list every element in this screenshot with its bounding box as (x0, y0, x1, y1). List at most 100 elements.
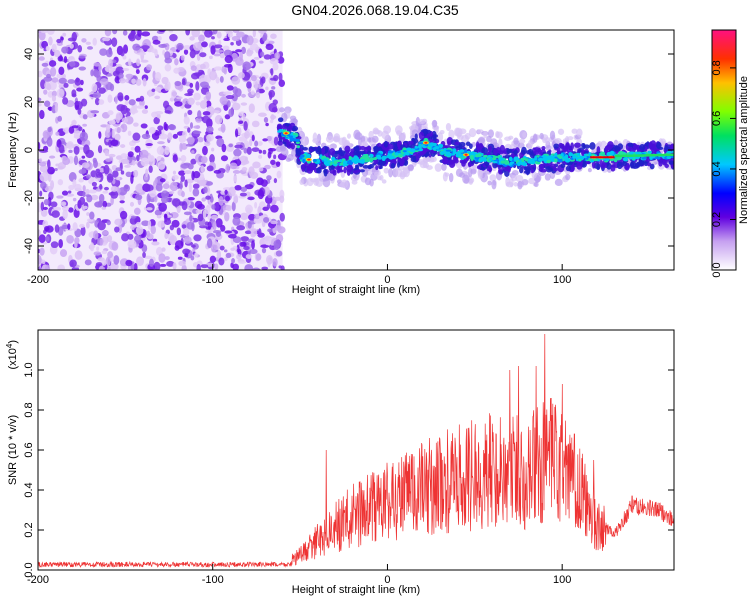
noise-blob (266, 254, 273, 265)
noise-blob (258, 167, 264, 172)
noise-blob (180, 174, 186, 182)
y-tick-label: -40 (23, 238, 35, 254)
y-tick-label: 0.4 (23, 482, 35, 497)
noise-blob (110, 139, 119, 147)
noise-blob (90, 110, 100, 114)
noise-blob (128, 99, 136, 106)
noise-blob (101, 230, 109, 235)
noise-blob (195, 209, 202, 214)
track-core (409, 148, 416, 153)
noise-blob (106, 220, 111, 226)
x-tick-label: -100 (202, 274, 224, 286)
track-band (506, 148, 513, 153)
track-core (348, 156, 352, 160)
noise-blob (267, 228, 273, 233)
noise-blob (176, 227, 182, 236)
noise-blob (56, 38, 62, 44)
noise-blob (222, 91, 232, 95)
noise-blob (114, 95, 118, 105)
track-halo (309, 178, 317, 183)
noise-blob (274, 52, 280, 60)
track-core (613, 158, 618, 163)
noise-blob (252, 161, 261, 169)
track-band (476, 165, 482, 170)
noise-blob (74, 250, 83, 260)
track-halo (353, 129, 361, 140)
noise-blob (199, 81, 209, 88)
noise-blob (97, 145, 103, 154)
noise-blob (206, 238, 213, 249)
track-core (369, 153, 374, 158)
noise-blob (278, 265, 282, 269)
noise-blob (105, 48, 113, 58)
track-core (427, 142, 433, 148)
noise-blob (232, 102, 241, 111)
noise-blob (42, 206, 48, 210)
noise-blob (39, 247, 45, 256)
noise-blob (51, 95, 57, 102)
noise-blob (78, 126, 83, 132)
noise-blob (125, 171, 132, 178)
noise-blob (159, 133, 168, 140)
noise-blob (213, 169, 222, 174)
track-halo (325, 135, 334, 143)
noise-blob (190, 65, 197, 72)
noise-blob (260, 51, 265, 57)
track-halo (468, 128, 477, 138)
noise-blob (220, 224, 226, 232)
track-core (628, 156, 634, 160)
track-halo (381, 179, 387, 184)
noise-blob (183, 236, 192, 244)
noise-blob (156, 114, 161, 119)
track-core (300, 154, 305, 158)
noise-blob (273, 74, 279, 82)
noise-blob (98, 131, 102, 139)
noise-blob (102, 190, 109, 194)
noise-blob (86, 221, 90, 229)
track-halo (381, 130, 389, 140)
track-band (461, 161, 466, 167)
noise-blob (45, 45, 50, 52)
noise-blob (151, 88, 156, 93)
noise-blob (164, 146, 170, 156)
track-tail-segment (614, 153, 674, 158)
noise-blob (197, 179, 207, 186)
x-tick-label: 0 (384, 574, 390, 586)
noise-blob (161, 76, 169, 85)
noise-blob (223, 249, 228, 253)
noise-blob (234, 185, 242, 191)
track-core (298, 156, 303, 160)
noise-blob (145, 143, 153, 147)
noise-blob (211, 147, 215, 152)
noise-blob (48, 36, 53, 46)
track-band (309, 162, 313, 170)
noise-blob (96, 246, 100, 251)
noise-blob (118, 72, 124, 80)
noise-blob (118, 187, 128, 196)
track-halo (415, 116, 421, 127)
noise-blob (136, 256, 145, 267)
track-core (438, 143, 444, 148)
noise-blob (196, 263, 201, 270)
noise-blob (57, 179, 64, 186)
noise-blob (40, 201, 45, 212)
noise-blob (61, 224, 69, 230)
noise-blob (205, 181, 214, 186)
track-band (510, 153, 515, 158)
track-halo (528, 177, 535, 185)
noise-blob (190, 255, 195, 261)
noise-blob (132, 132, 141, 141)
noise-blob (190, 244, 196, 248)
noise-blob (105, 64, 110, 72)
noise-blob (157, 220, 166, 228)
noise-blob (157, 35, 162, 41)
noise-blob (110, 185, 118, 192)
noise-blob (114, 133, 121, 141)
noise-blob (93, 62, 101, 67)
noise-blob (157, 141, 165, 145)
noise-blob (92, 92, 101, 99)
noise-blob (275, 250, 283, 257)
x-tick-label: 0 (384, 274, 390, 286)
track-core (295, 141, 301, 144)
